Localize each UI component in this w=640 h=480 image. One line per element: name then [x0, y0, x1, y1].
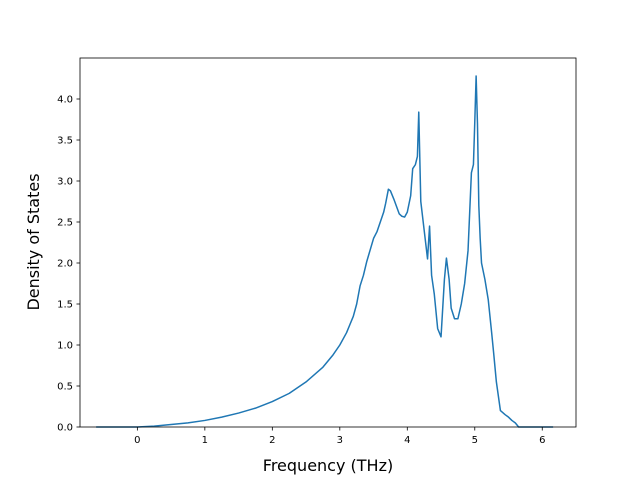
y-tick-label-5: 2.5: [57, 218, 73, 229]
series-line-0: [96, 75, 554, 428]
y-tick-label-7: 3.5: [57, 136, 73, 147]
y-tick-label-3: 1.5: [57, 300, 73, 311]
y-axis-label: Density of States: [24, 173, 43, 310]
x-tick-label-1: 1: [202, 435, 208, 446]
y-tick-label-8: 4.0: [57, 95, 73, 106]
x-tick-label-5: 5: [472, 435, 478, 446]
axes-frame: [79, 57, 577, 428]
x-tick-label-0: 0: [134, 435, 140, 446]
y-tick-label-0: 0.0: [57, 423, 73, 434]
x-tick-label-6: 6: [539, 435, 545, 446]
plot-area: 0 1 2 3 4 5 6 0.0 0.5 1.0 1.5 2.0 2.5 3.0 3.5 4.0: [57, 57, 577, 446]
x-axis-label: Frequency (THz): [263, 456, 393, 475]
x-tick-label-3: 3: [337, 435, 343, 446]
y-tick-label-4: 2.0: [57, 259, 73, 270]
y-tick-label-1: 0.5: [57, 382, 73, 393]
y-tick-label-2: 1.0: [57, 341, 73, 352]
x-tick-label-4: 4: [404, 435, 410, 446]
x-tick-label-2: 2: [269, 435, 275, 446]
y-tick-label-6: 3.0: [57, 177, 73, 188]
